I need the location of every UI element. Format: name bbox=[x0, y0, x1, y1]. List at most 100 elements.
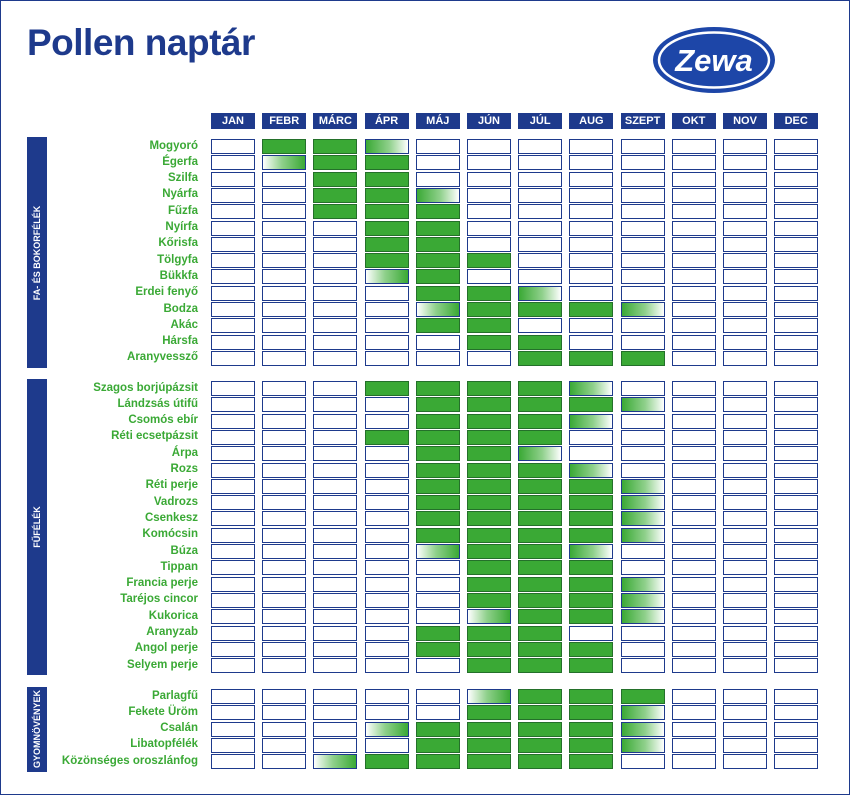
pollen-cell bbox=[569, 155, 614, 171]
pollen-cell bbox=[364, 381, 409, 396]
pollen-cell bbox=[723, 511, 767, 527]
pollen-cell bbox=[467, 236, 511, 252]
plant-label: Bükkfa bbox=[159, 269, 198, 282]
pollen-cell bbox=[467, 397, 511, 413]
pollen-cell bbox=[518, 350, 563, 366]
pollen-cell bbox=[671, 527, 716, 543]
pollen-cell bbox=[518, 253, 563, 269]
pollen-cell bbox=[569, 495, 614, 511]
pollen-cell bbox=[313, 285, 358, 301]
pollen-cell bbox=[211, 413, 255, 429]
pollen-cell bbox=[364, 139, 409, 154]
month-header: ÁPR bbox=[364, 113, 409, 129]
pollen-cell bbox=[364, 560, 409, 576]
pollen-cell bbox=[467, 334, 511, 350]
pollen-cell bbox=[518, 429, 563, 445]
pollen-cell bbox=[774, 560, 819, 576]
plant-label: Szilfa bbox=[167, 172, 198, 185]
pollen-cell bbox=[620, 397, 665, 413]
pollen-cell bbox=[364, 204, 409, 220]
pollen-cell bbox=[415, 204, 460, 220]
pollen-cell bbox=[467, 576, 511, 592]
pollen-cell bbox=[364, 705, 409, 721]
pollen-cell bbox=[569, 705, 614, 721]
pollen-cell bbox=[723, 609, 767, 625]
pollen-cell bbox=[415, 689, 460, 704]
pollen-cell bbox=[415, 187, 460, 203]
pollen-cell bbox=[211, 462, 255, 478]
pollen-cell bbox=[671, 318, 716, 334]
pollen-cell bbox=[620, 705, 665, 721]
pollen-cell bbox=[620, 155, 665, 171]
plant-label: Francia perje bbox=[126, 577, 198, 590]
pollen-cell bbox=[211, 139, 255, 154]
pollen-cell bbox=[211, 689, 255, 704]
pollen-cell bbox=[415, 381, 460, 396]
pollen-cell bbox=[467, 527, 511, 543]
pollen-cell bbox=[262, 446, 307, 462]
pollen-cell bbox=[671, 609, 716, 625]
pollen-cell bbox=[211, 253, 255, 269]
pollen-cell bbox=[723, 560, 767, 576]
pollen-cell bbox=[364, 302, 409, 317]
pollen-cell bbox=[313, 560, 358, 576]
pollen-cell bbox=[671, 689, 716, 704]
pollen-cell bbox=[364, 187, 409, 203]
pollen-cell bbox=[671, 381, 716, 396]
pollen-cell bbox=[415, 350, 460, 366]
pollen-cell bbox=[620, 446, 665, 462]
pollen-cell bbox=[211, 560, 255, 576]
pollen-cell bbox=[518, 544, 563, 559]
pollen-cell bbox=[518, 511, 563, 527]
plant-label: Rozs bbox=[170, 463, 198, 475]
pollen-cell bbox=[620, 721, 665, 737]
pollen-cell bbox=[364, 544, 409, 559]
pollen-cell bbox=[262, 429, 307, 445]
pollen-cell bbox=[620, 269, 665, 285]
pollen-cell bbox=[569, 253, 614, 269]
plant-label: Réti ecsetpázsit bbox=[111, 430, 198, 443]
pollen-cell bbox=[723, 187, 767, 203]
pollen-cell bbox=[671, 495, 716, 511]
pollen-cell bbox=[671, 446, 716, 462]
pollen-cell bbox=[313, 641, 358, 657]
pollen-cell bbox=[774, 754, 819, 770]
pollen-cell bbox=[569, 641, 614, 657]
pollen-cell bbox=[262, 318, 307, 334]
pollen-cell bbox=[262, 527, 307, 543]
plant-label: Kőrisfa bbox=[158, 237, 198, 250]
pollen-cell bbox=[620, 511, 665, 527]
pollen-cell bbox=[671, 187, 716, 203]
pollen-cell bbox=[518, 737, 563, 753]
pollen-cell bbox=[518, 446, 563, 462]
pollen-cell bbox=[774, 334, 819, 350]
pollen-cell bbox=[313, 478, 358, 494]
pollen-cell bbox=[620, 318, 665, 334]
pollen-cell bbox=[415, 139, 460, 154]
month-header: AUG bbox=[569, 113, 614, 129]
pollen-cell bbox=[467, 446, 511, 462]
pollen-cell bbox=[364, 285, 409, 301]
pollen-cell bbox=[569, 462, 614, 478]
pollen-cell bbox=[262, 220, 307, 236]
pollen-cell bbox=[467, 285, 511, 301]
pollen-cell bbox=[723, 318, 767, 334]
pollen-cell bbox=[620, 560, 665, 576]
plant-label: Bodza bbox=[163, 302, 199, 315]
pollen-cell bbox=[569, 187, 614, 203]
pollen-cell bbox=[723, 625, 767, 641]
pollen-cell bbox=[620, 592, 665, 608]
plant-label: Libatopfélék bbox=[130, 738, 198, 751]
pollen-cell bbox=[262, 302, 307, 317]
pollen-cell bbox=[211, 511, 255, 527]
pollen-cell bbox=[518, 334, 563, 350]
pollen-cell bbox=[620, 658, 665, 674]
pollen-cell bbox=[467, 705, 511, 721]
pollen-cell bbox=[518, 155, 563, 171]
plant-label: Akác bbox=[170, 318, 199, 331]
pollen-cell bbox=[671, 641, 716, 657]
pollen-cell bbox=[774, 495, 819, 511]
pollen-cell bbox=[262, 658, 307, 674]
pollen-cell bbox=[211, 285, 255, 301]
pollen-cell bbox=[415, 155, 460, 171]
